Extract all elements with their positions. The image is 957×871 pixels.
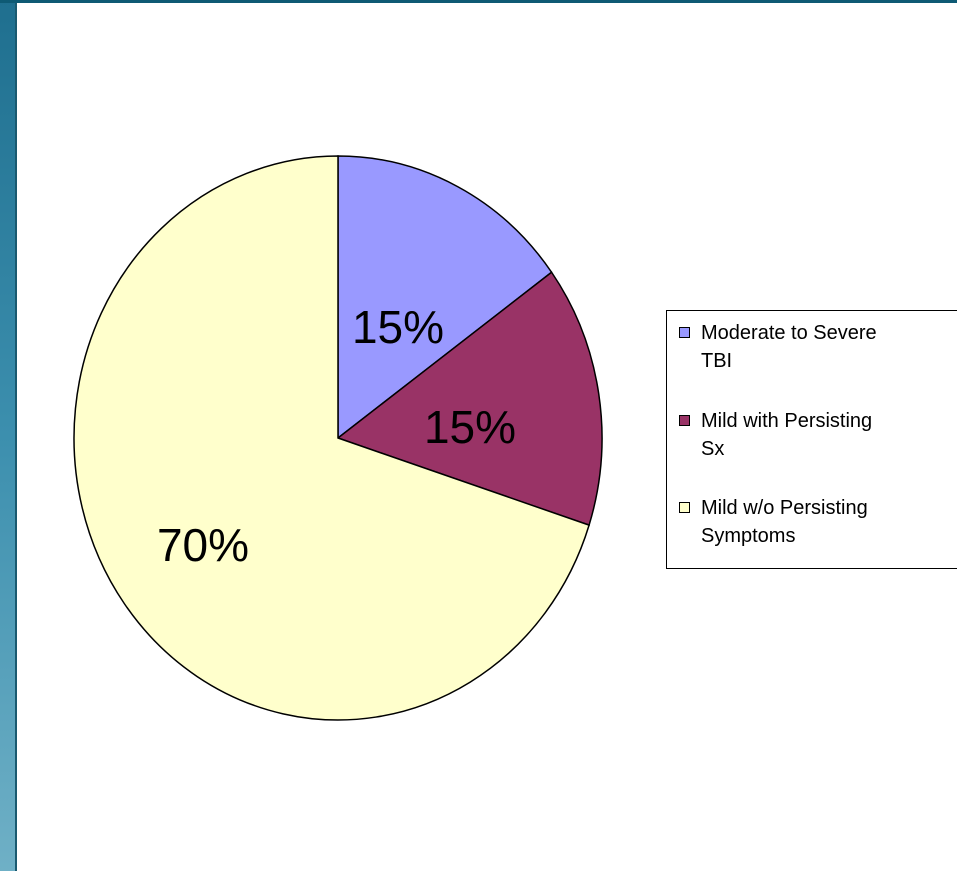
legend-label-line1: Mild with Persisting — [701, 410, 873, 432]
pie-slice-mild-persisting — [336, 271, 603, 527]
slice-label-mild-without: 70% — [157, 519, 249, 571]
legend-label-line1: Mild w/o Persisting — [701, 497, 868, 519]
legend-label-line2: Sx — [701, 438, 725, 460]
pie-slices — [73, 155, 603, 721]
legend-label-line2: Symptoms — [701, 525, 796, 547]
slice-label-moderate-severe: 15% — [352, 301, 444, 353]
legend: Moderate to Severe TBI Mild with Persist… — [666, 310, 957, 569]
legend-swatch — [679, 502, 690, 513]
legend-swatch — [679, 327, 690, 338]
pie-slice-moderate-severe — [337, 155, 553, 440]
legend-label-line1: Moderate to Severe — [701, 322, 877, 344]
slice-label-mild-persisting: 15% — [424, 401, 516, 453]
pie-slice-mild-without — [73, 155, 591, 721]
legend-label-line2: TBI — [701, 350, 733, 372]
legend-swatch — [679, 415, 690, 426]
